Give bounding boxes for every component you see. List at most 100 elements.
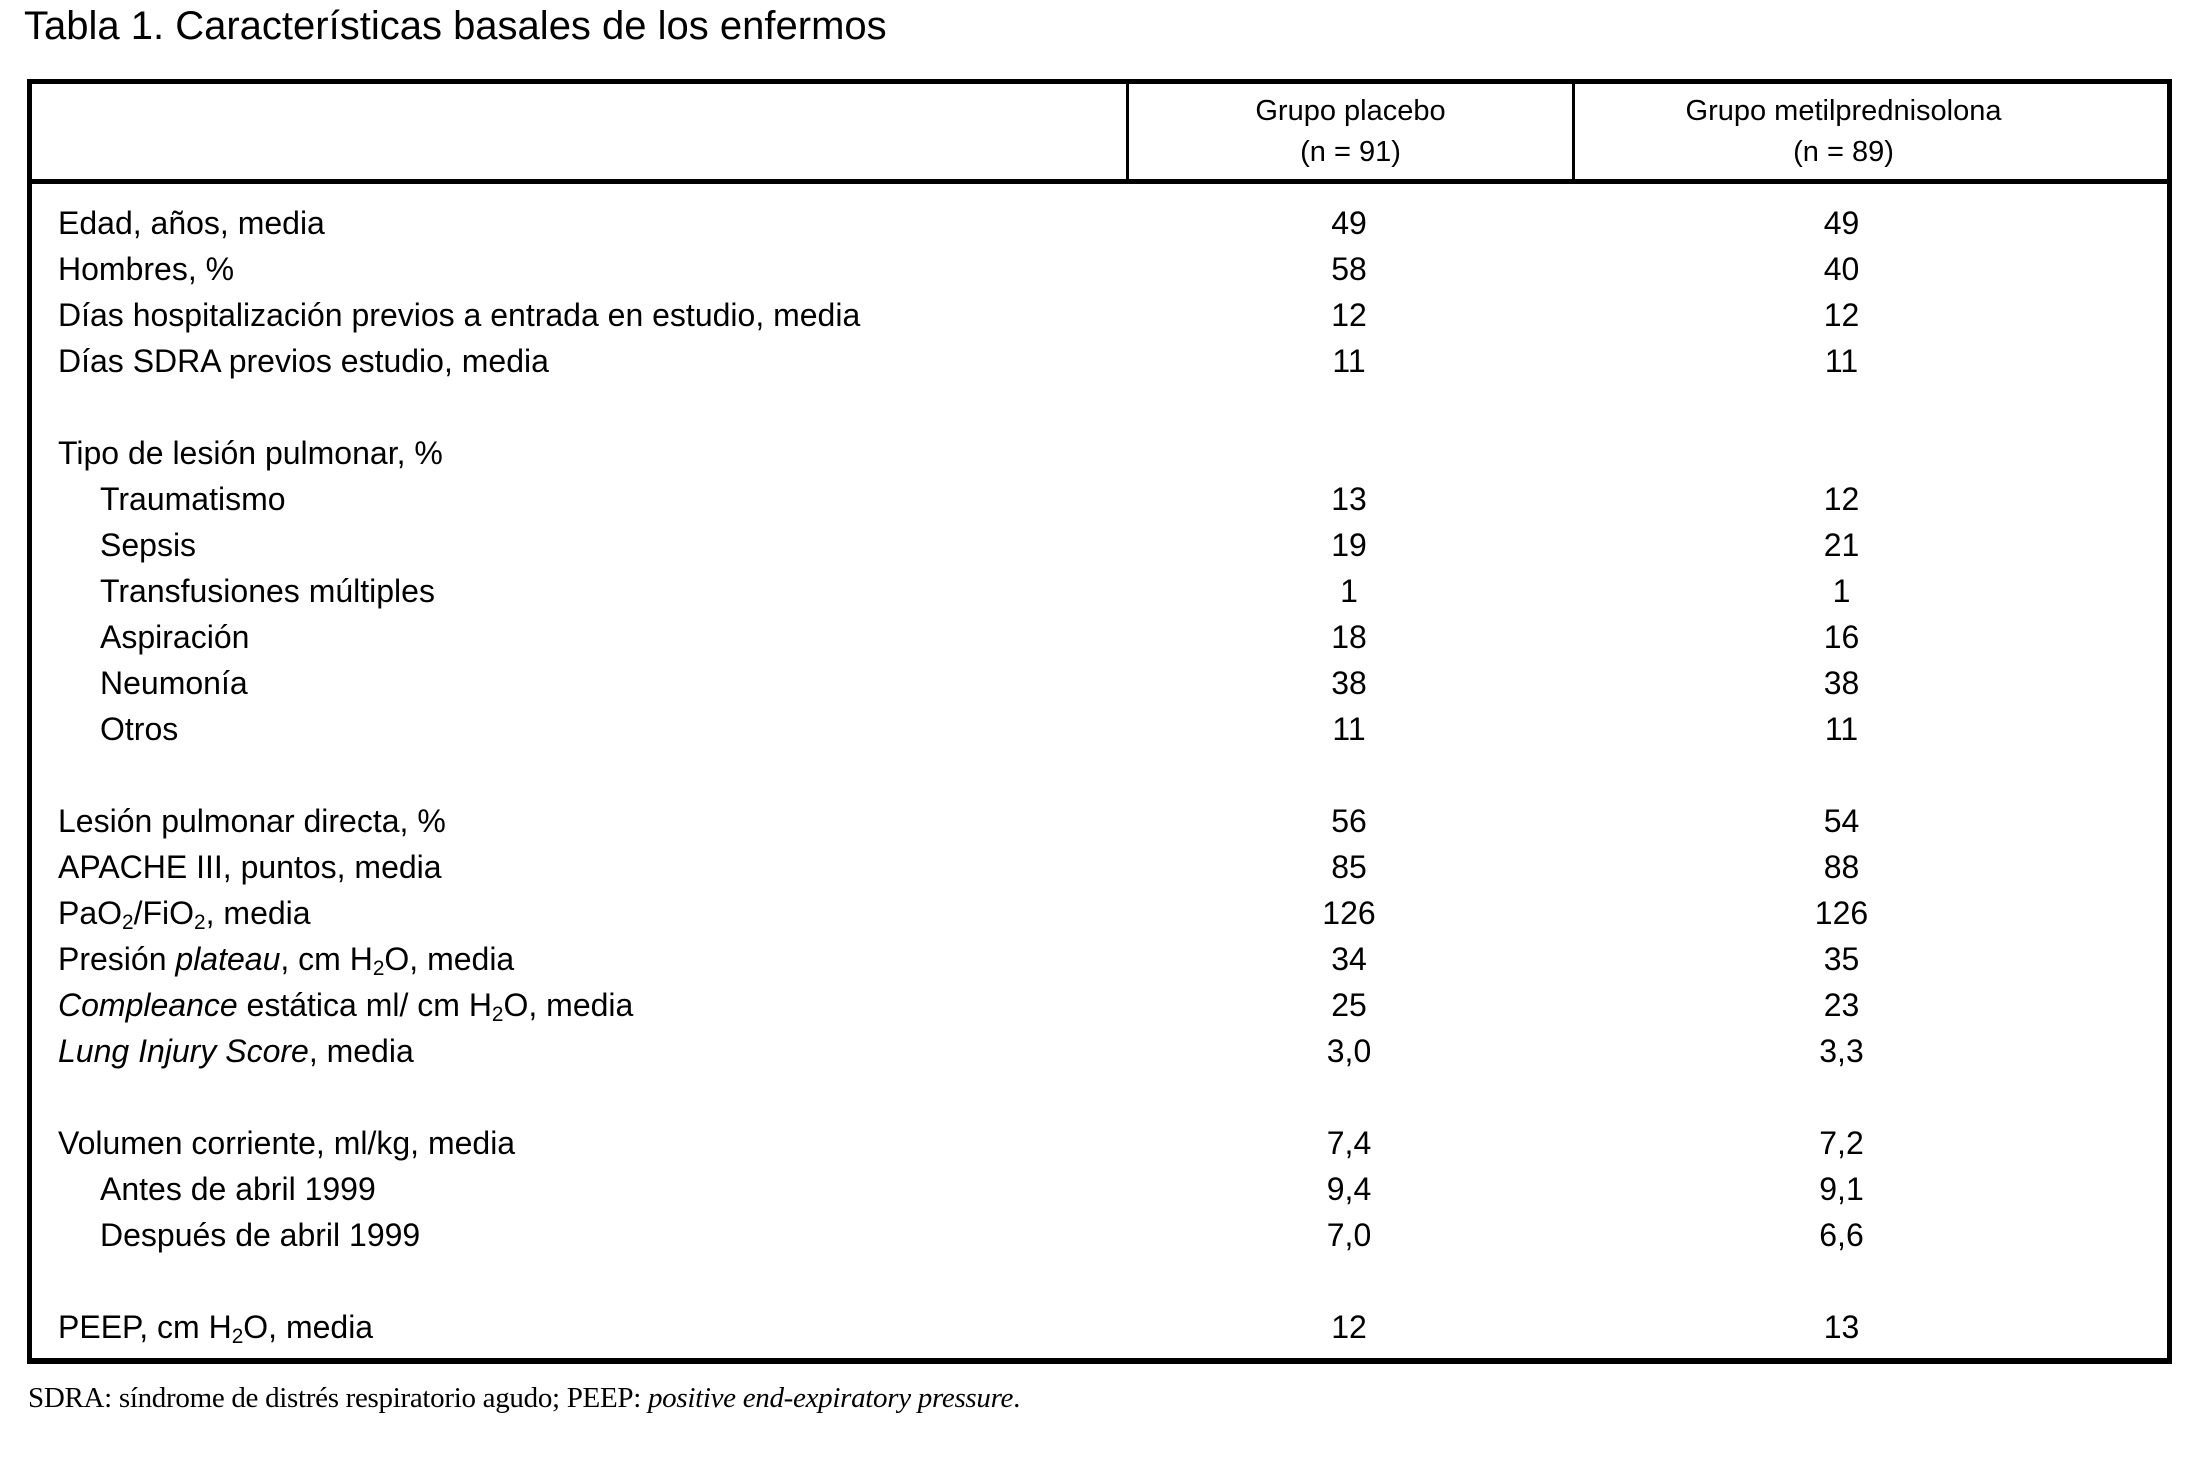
value-placebo: 1 <box>1340 572 1358 609</box>
header-placebo-n: (n = 91) <box>1300 135 1401 168</box>
table-header-row: Grupo placebo (n = 91) Grupo metilpredni… <box>32 84 2167 184</box>
value-placebo: 85 <box>1331 848 1367 885</box>
header-group-metilprednisolona: Grupo metilprednisolona (n = 89) <box>1572 84 2167 179</box>
table-row: Sepsis 19 21 <box>32 522 2167 568</box>
row-label: Tipo de lesión pulmonar, % <box>32 435 1126 472</box>
italic-text: plateau <box>175 940 281 977</box>
value-placebo: 19 <box>1331 526 1367 563</box>
row-label: Días SDRA previos estudio, media <box>32 343 1126 380</box>
subscript-text: 2 <box>194 911 206 932</box>
value-metilprednisolona: 38 <box>1823 664 1860 701</box>
row-label: Antes de abril 1999 <box>32 1171 1126 1208</box>
row-label: Neumonía <box>32 665 1126 702</box>
text: O, media <box>503 986 634 1023</box>
subscript-text: 2 <box>122 911 134 932</box>
table-row: PEEP, cm H2O, media 12 13 <box>32 1304 2167 1350</box>
value-metilprednisolona: 35 <box>1823 940 1860 977</box>
table-row: Hombres, % 58 40 <box>32 246 2167 292</box>
value-placebo: 12 <box>1331 1308 1367 1345</box>
value-metilprednisolona: 49 <box>1823 204 1860 241</box>
table-row: Compleance estática ml/ cm H2O, media 25 2… <box>32 982 2167 1028</box>
value-metilprednisolona: 1 <box>1832 572 1851 609</box>
text: PaO <box>58 894 123 931</box>
value-placebo: 11 <box>1332 342 1366 379</box>
baseline-characteristics-table: Grupo placebo (n = 91) Grupo metilpredni… <box>27 79 2172 1364</box>
value-metilprednisolona: 88 <box>1823 848 1860 885</box>
value-placebo: 126 <box>1322 894 1376 931</box>
row-label: Hombres, % <box>32 251 1126 288</box>
text: Neumonía <box>100 664 248 701</box>
value-placebo: 9,4 <box>1326 1170 1372 1207</box>
text: APACHE III, puntos, media <box>58 848 442 885</box>
spacer-row <box>32 384 2167 430</box>
table-title: Tabla 1. Características basales de los … <box>24 4 887 48</box>
value-placebo: 34 <box>1331 940 1367 977</box>
row-label: PaO2/FiO2, media <box>32 895 1126 932</box>
italic-text: positive end-expiratory pressure <box>647 1382 1014 1414</box>
subscript-text: 2 <box>372 957 385 978</box>
value-metilprednisolona: 7,2 <box>1819 1124 1864 1161</box>
text: Sepsis <box>100 526 197 563</box>
table-row: Neumonía 38 38 <box>32 660 2167 706</box>
value-metilprednisolona: 13 <box>1823 1308 1860 1345</box>
value-placebo: 49 <box>1331 204 1367 241</box>
text: Volumen corriente, ml/kg, media <box>58 1124 516 1161</box>
table-row: Aspiración 18 16 <box>32 614 2167 660</box>
row-label: Días hospitalización previos a entrada e… <box>32 297 1126 334</box>
table-row: Días SDRA previos estudio, media 11 11 <box>32 338 2167 384</box>
header-metilprednisolona-n: (n = 89) <box>1793 135 1894 168</box>
text: . <box>1013 1382 1021 1414</box>
text: Días hospitalización previos a entrada e… <box>58 296 861 333</box>
subscript-text: 2 <box>231 1325 244 1346</box>
table-row: Tipo de lesión pulmonar, % <box>32 430 2167 476</box>
table-row: Después de abril 1999 7,0 6,6 <box>32 1212 2167 1258</box>
value-metilprednisolona: 126 <box>1814 894 1869 931</box>
footnote: SDRA: síndrome de distrés respiratorio a… <box>28 1382 1020 1415</box>
header-empty-cell <box>32 84 1126 179</box>
value-placebo: 58 <box>1331 250 1367 287</box>
italic-text: Lung Injury Score <box>58 1032 309 1069</box>
value-metilprednisolona: 6,6 <box>1819 1216 1864 1253</box>
text: Antes de abril 1999 <box>100 1170 376 1207</box>
header-group-placebo: Grupo placebo (n = 91) <box>1126 84 1572 179</box>
header-placebo-name: Grupo placebo <box>1255 94 1446 127</box>
row-label: Otros <box>32 711 1126 748</box>
table-row: Antes de abril 1999 9,4 9,1 <box>32 1166 2167 1212</box>
text: Lesión pulmonar directa, % <box>58 802 446 839</box>
row-label: Presión plateau, cm H2O, media <box>32 941 1126 978</box>
text: O, media <box>243 1308 374 1345</box>
row-label: Lesión pulmonar directa, % <box>32 803 1126 840</box>
row-label: Traumatismo <box>32 481 1126 518</box>
table-row: Lesión pulmonar directa, % 56 54 <box>32 798 2167 844</box>
row-label: Sepsis <box>32 527 1126 564</box>
text: /FiO <box>133 894 195 931</box>
table-row: Lung Injury Score, media 3,0 3,3 <box>32 1028 2167 1074</box>
value-metilprednisolona: 3,3 <box>1819 1032 1864 1069</box>
table-row: Otros 11 11 <box>32 706 2167 752</box>
italic-text: Compleance <box>58 986 238 1023</box>
table-row: PaO2/FiO2, media 126 126 <box>32 890 2167 936</box>
value-placebo: 56 <box>1331 802 1367 839</box>
value-placebo: 18 <box>1331 618 1367 655</box>
header-metilprednisolona-name: Grupo metilprednisolona <box>1685 94 2002 127</box>
text: Edad, años, media <box>58 204 325 241</box>
value-placebo: 12 <box>1331 296 1367 333</box>
text: SDRA: síndrome de distrés respiratorio a… <box>28 1382 648 1414</box>
row-label: APACHE III, puntos, media <box>32 849 1126 886</box>
text: Hombres, % <box>58 250 235 287</box>
value-metilprednisolona: 16 <box>1823 618 1860 655</box>
row-label: Aspiración <box>32 619 1126 656</box>
value-placebo: 13 <box>1331 480 1367 517</box>
spacer-row <box>32 752 2167 798</box>
value-metilprednisolona: 12 <box>1823 480 1860 517</box>
text: Otros <box>100 710 179 747</box>
value-metilprednisolona: 11 <box>1824 710 1859 747</box>
value-metilprednisolona: 54 <box>1823 802 1860 839</box>
value-metilprednisolona: 12 <box>1823 296 1860 333</box>
row-label: Después de abril 1999 <box>32 1217 1126 1254</box>
table-row: Traumatismo 13 12 <box>32 476 2167 522</box>
row-label: Lung Injury Score, media <box>32 1033 1126 1070</box>
value-placebo: 11 <box>1332 710 1366 747</box>
text: PEEP, cm H <box>58 1308 232 1345</box>
